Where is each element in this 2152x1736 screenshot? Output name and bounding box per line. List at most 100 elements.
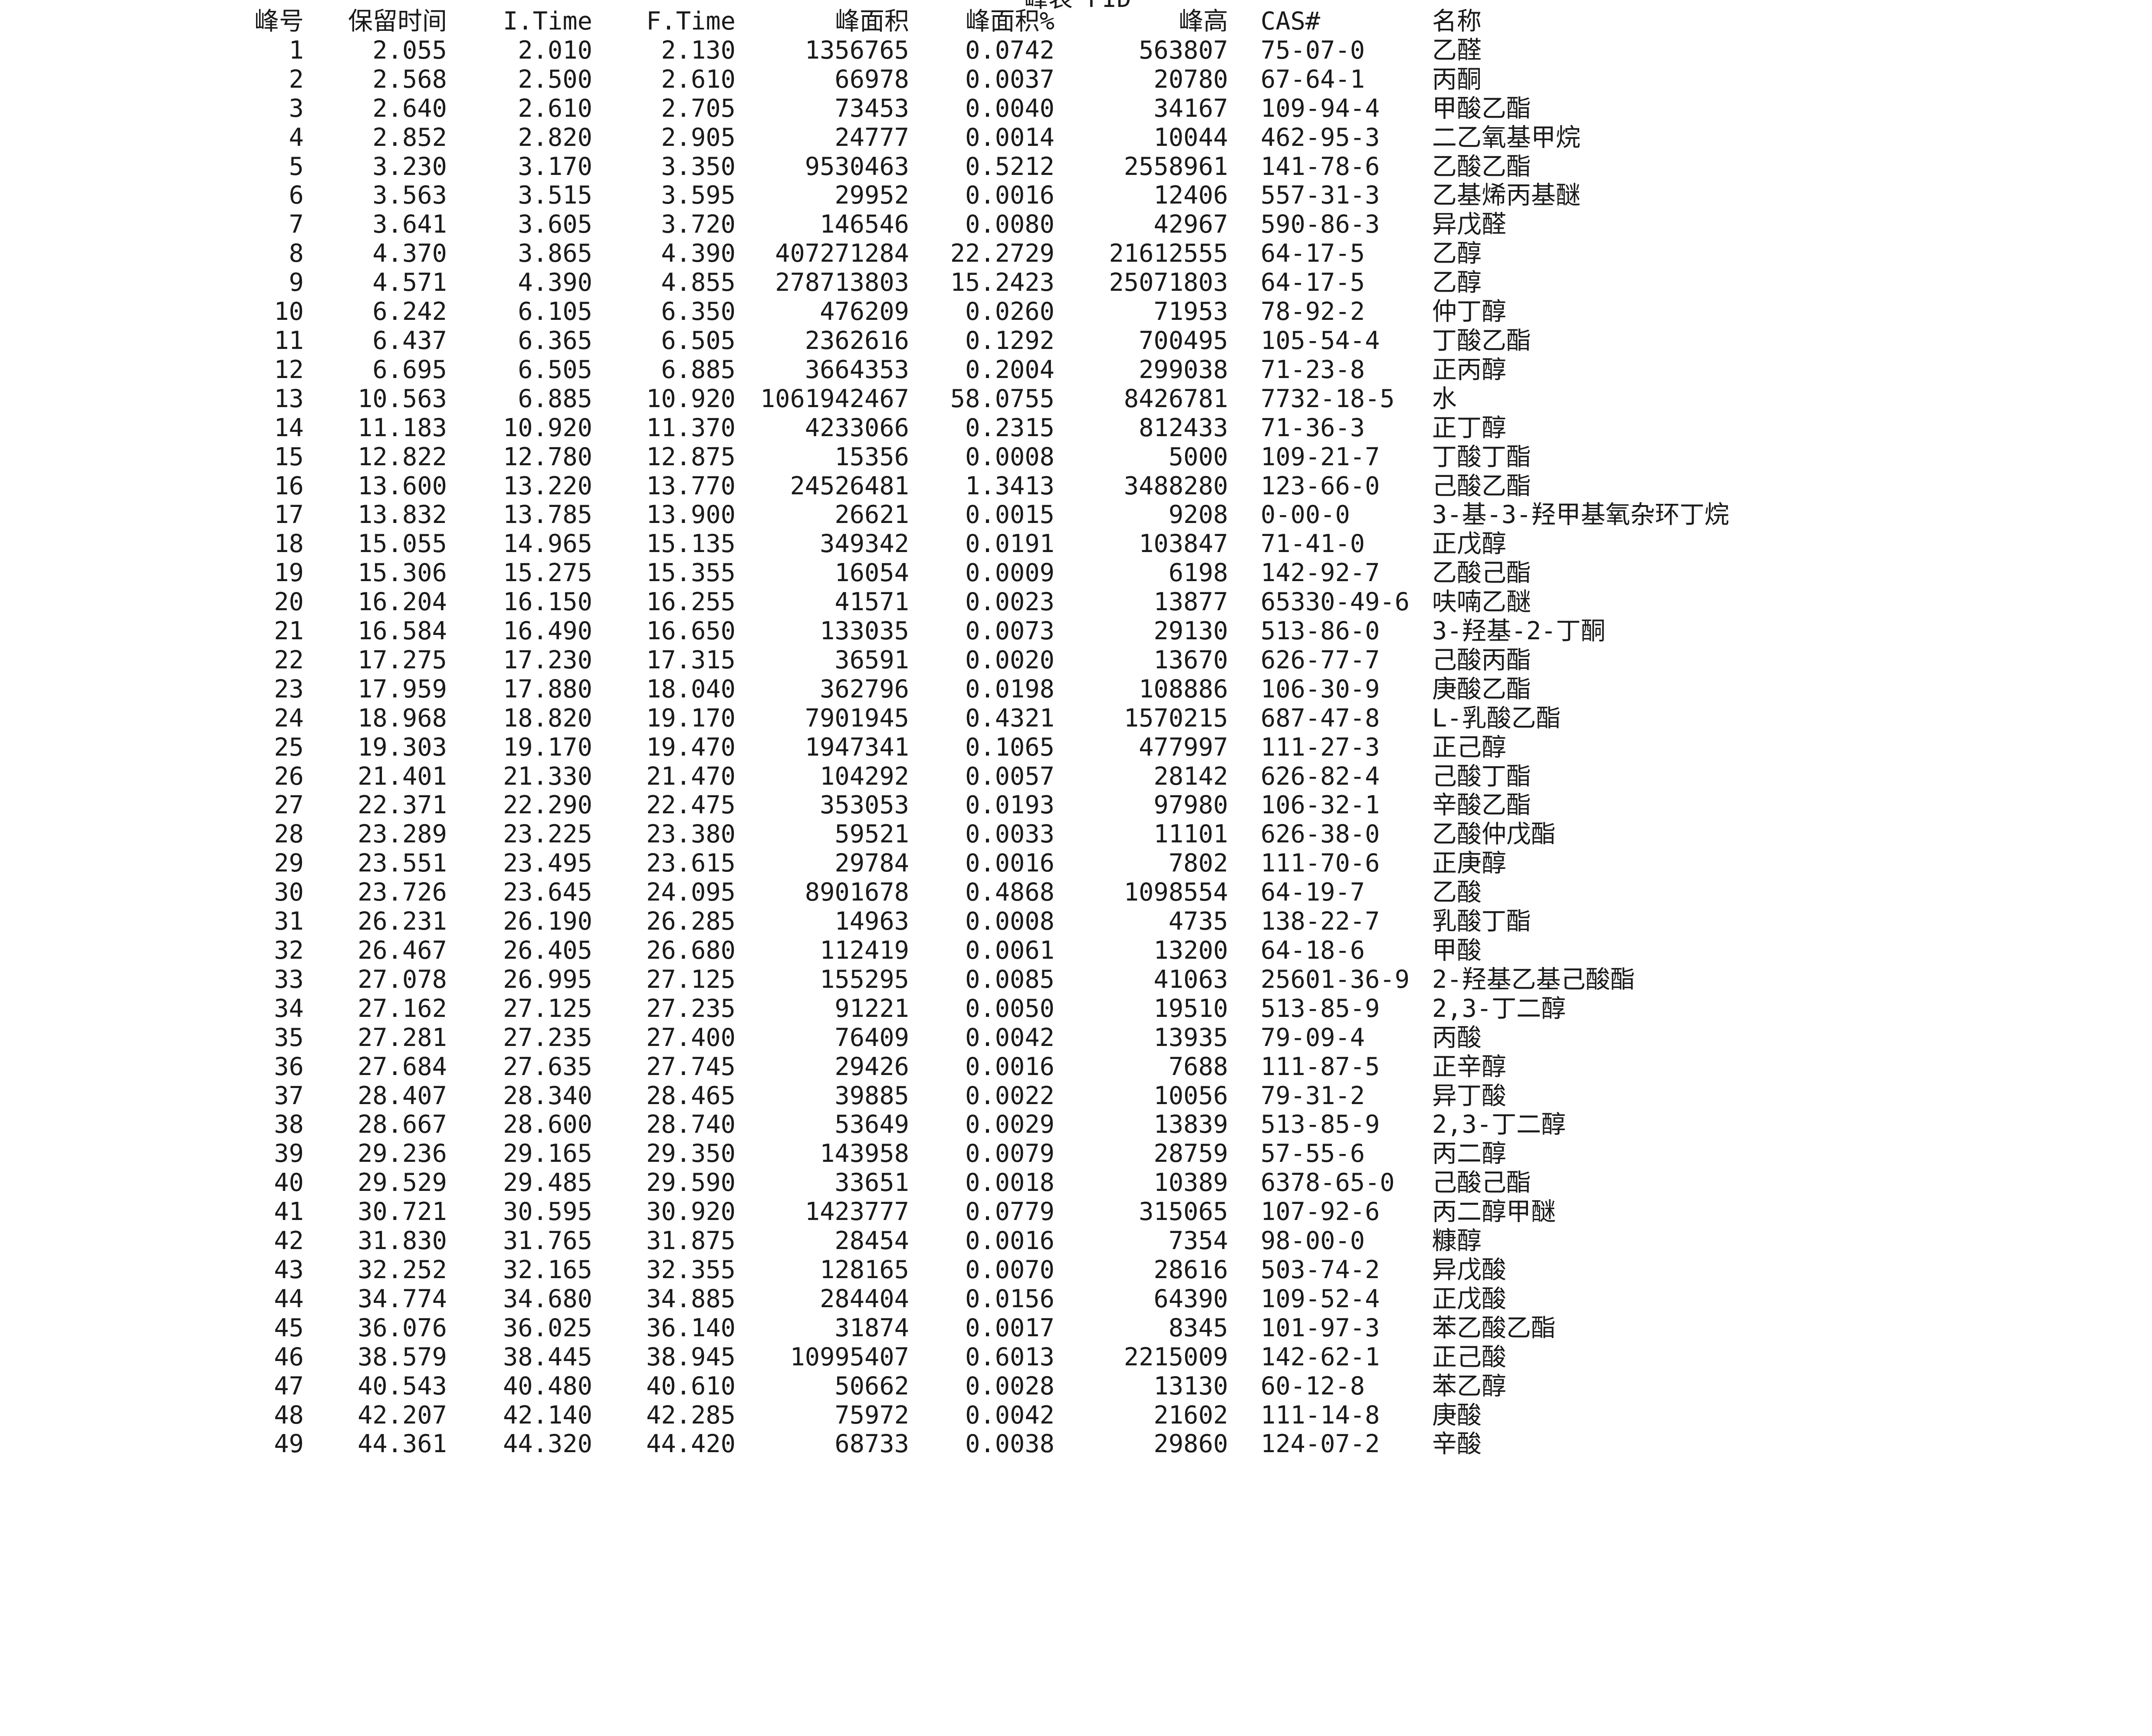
initial-time-cell: 26.995 xyxy=(503,965,592,994)
retention-time-cell: 38.579 xyxy=(358,1342,447,1371)
initial-time-cell: 16.150 xyxy=(503,588,592,617)
initial-time-cell: 6.885 xyxy=(518,384,592,413)
peak-area-cell: 146546 xyxy=(820,210,909,239)
peak-number-cell: 11 xyxy=(274,326,304,355)
table-row: 32 26.467 26.405 26.680 112419 0.0061 13200 64-… xyxy=(217,936,1866,965)
peak-height-cell: 10389 xyxy=(1153,1168,1228,1197)
table-row: 34 27.162 27.125 27.235 91221 0.0050 19510 513-… xyxy=(217,994,1866,1023)
final-time-cell: 40.610 xyxy=(646,1371,736,1401)
peak-number-cell: 7 xyxy=(289,210,304,239)
final-time-cell: 3.595 xyxy=(661,181,736,210)
initial-time-cell: 6.505 xyxy=(518,355,592,384)
peak-number-cell: 37 xyxy=(274,1081,304,1110)
peak-height-cell: 103847 xyxy=(1139,529,1228,559)
compound-name-cell: 苯乙醇 xyxy=(1432,1371,1506,1401)
cas-cell: 111-14-8 xyxy=(1261,1401,1380,1430)
peak-area-cell: 26621 xyxy=(835,500,909,529)
final-time-cell: 26.680 xyxy=(646,936,736,965)
peak-number-cell: 14 xyxy=(274,413,304,442)
area-percent-cell: 15.2423 xyxy=(950,268,1055,297)
peak-area-cell: 362796 xyxy=(820,674,909,704)
peak-number-cell: 9 xyxy=(289,268,304,297)
table-row: 21 16.584 16.490 16.650 133035 0.0073 29130 513… xyxy=(217,617,1866,646)
final-time-cell: 29.590 xyxy=(646,1168,736,1197)
compound-name-cell: 丙酸 xyxy=(1432,1023,1482,1052)
initial-time-cell: 42.140 xyxy=(503,1401,592,1430)
peak-area-cell: 9530463 xyxy=(805,152,909,181)
compound-name-cell: 甲酸 xyxy=(1432,936,1482,965)
cas-cell: 142-92-7 xyxy=(1261,559,1380,588)
peak-area-cell: 28454 xyxy=(835,1226,909,1256)
final-time-cell: 21.470 xyxy=(646,762,736,791)
peak-number-cell: 4 xyxy=(289,123,304,152)
peak-area-cell: 104292 xyxy=(820,762,909,791)
column-header-retention-time: 保留时间 xyxy=(348,7,447,36)
area-percent-cell: 0.0080 xyxy=(965,210,1055,239)
peak-height-cell: 13839 xyxy=(1153,1110,1228,1139)
retention-time-cell: 23.726 xyxy=(358,878,447,907)
peak-number-cell: 28 xyxy=(274,820,304,849)
compound-name-cell: 丁酸丁酯 xyxy=(1432,442,1531,471)
retention-time-cell: 18.968 xyxy=(358,704,447,733)
initial-time-cell: 19.170 xyxy=(503,733,592,762)
initial-time-cell: 18.820 xyxy=(503,704,592,733)
initial-time-cell: 23.225 xyxy=(503,820,592,849)
peak-height-cell: 108886 xyxy=(1139,674,1228,704)
peak-number-cell: 31 xyxy=(274,907,304,936)
table-row: 47 40.543 40.480 40.610 50662 0.0028 13130 60-1… xyxy=(217,1372,1866,1401)
table-row: 33 27.078 26.995 27.125 155295 0.0085 41063 256… xyxy=(217,965,1866,994)
final-time-cell: 23.615 xyxy=(646,849,736,878)
peak-number-cell: 22 xyxy=(274,645,304,674)
retention-time-cell: 6.437 xyxy=(372,326,447,355)
final-time-cell: 16.650 xyxy=(646,617,736,646)
final-time-cell: 28.465 xyxy=(646,1081,736,1110)
retention-time-cell: 22.371 xyxy=(358,791,447,820)
cas-cell: 111-70-6 xyxy=(1261,849,1380,878)
retention-time-cell: 4.571 xyxy=(372,268,447,297)
initial-time-cell: 13.220 xyxy=(503,471,592,500)
initial-time-cell: 34.680 xyxy=(503,1284,592,1313)
area-percent-cell: 0.0028 xyxy=(965,1371,1055,1401)
table-row: 37 28.407 28.340 28.465 39885 0.0022 10056 79-3… xyxy=(217,1082,1866,1111)
cas-cell: 513-85-9 xyxy=(1261,994,1380,1023)
peak-height-cell: 700495 xyxy=(1139,326,1228,355)
compound-name-cell: 己酸乙酯 xyxy=(1432,471,1531,500)
cas-cell: 513-85-9 xyxy=(1261,1110,1380,1139)
final-time-cell: 17.315 xyxy=(646,645,736,674)
initial-time-cell: 27.125 xyxy=(503,994,592,1023)
peak-area-cell: 349342 xyxy=(820,529,909,559)
final-time-cell: 28.740 xyxy=(646,1110,736,1139)
peak-area-cell: 41571 xyxy=(835,588,909,617)
column-header-peak-number: 峰号 xyxy=(254,7,304,36)
peak-area-cell: 68733 xyxy=(835,1430,909,1459)
peak-number-cell: 38 xyxy=(274,1110,304,1139)
initial-time-cell: 31.765 xyxy=(503,1226,592,1256)
peak-height-cell: 6198 xyxy=(1168,559,1228,588)
table-row: 38 28.667 28.600 28.740 53649 0.0029 13839 513-… xyxy=(217,1110,1866,1139)
peak-height-cell: 477997 xyxy=(1139,733,1228,762)
table-row: 12 6.695 6.505 6.885 3664353 0.2004 299038 71-2… xyxy=(217,355,1866,385)
table-row: 31 26.231 26.190 26.285 14963 0.0008 4735 138-2… xyxy=(217,907,1866,936)
compound-name-cell: 乙醛 xyxy=(1432,36,1482,65)
retention-time-cell: 34.774 xyxy=(358,1284,447,1313)
cas-cell: 79-31-2 xyxy=(1261,1081,1365,1110)
table-row: 36 27.684 27.635 27.745 29426 0.0016 7688 111-8… xyxy=(217,1052,1866,1082)
cas-cell: 111-87-5 xyxy=(1261,1052,1380,1081)
peak-number-cell: 5 xyxy=(289,152,304,181)
peak-height-cell: 28616 xyxy=(1153,1255,1228,1284)
initial-time-cell: 28.340 xyxy=(503,1081,592,1110)
cas-cell: 67-64-1 xyxy=(1261,65,1365,94)
peak-height-cell: 10056 xyxy=(1153,1081,1228,1110)
retention-time-cell: 36.076 xyxy=(358,1313,447,1342)
column-header-cas: CAS# xyxy=(1261,7,1321,36)
peak-height-cell: 7802 xyxy=(1168,849,1228,878)
retention-time-cell: 11.183 xyxy=(358,413,447,442)
peak-number-cell: 16 xyxy=(274,471,304,500)
table-row: 24 18.968 18.820 19.170 7901945 0.4321 1570215… xyxy=(217,704,1866,733)
final-time-cell: 6.350 xyxy=(661,297,736,326)
table-row: 45 36.076 36.025 36.140 31874 0.0017 8345 101-9… xyxy=(217,1314,1866,1343)
retention-time-cell: 15.306 xyxy=(358,559,447,588)
final-time-cell: 27.125 xyxy=(646,965,736,994)
final-time-cell: 4.855 xyxy=(661,268,736,297)
peak-area-cell: 1356765 xyxy=(805,36,909,65)
